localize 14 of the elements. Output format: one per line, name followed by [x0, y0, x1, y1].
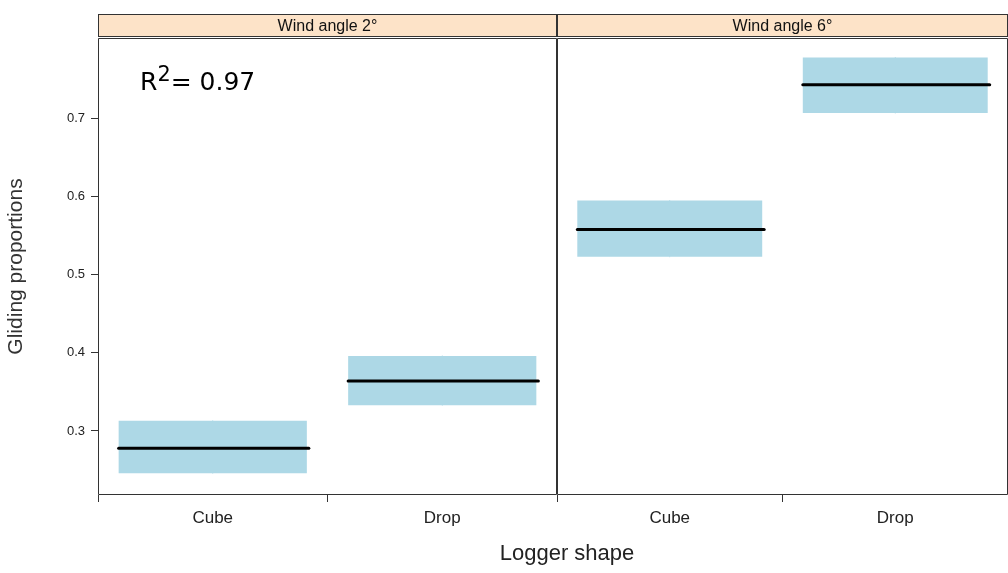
- x-tick-label: Cube: [192, 507, 234, 527]
- x-axis-title: Logger shape: [499, 540, 635, 566]
- x-tick-label: Drop: [423, 507, 461, 527]
- y-axis-title: Gliding proportions: [3, 178, 27, 355]
- y-tick-label: 0.5: [66, 266, 85, 282]
- annotation: R$^{2}$= 0.97: [140, 62, 256, 97]
- chart-title: Wind angle 6°: [557, 14, 1008, 37]
- y-tick-label: 0.6: [66, 188, 85, 204]
- chart-title: Wind angle 2°: [98, 14, 557, 37]
- x-tick-label: Drop: [876, 507, 914, 527]
- y-tick-label: 0.4: [66, 344, 85, 360]
- x-tick-label: Cube: [649, 507, 691, 527]
- y-tick-label: 0.3: [66, 422, 85, 438]
- y-tick-label: 0.7: [66, 110, 85, 126]
